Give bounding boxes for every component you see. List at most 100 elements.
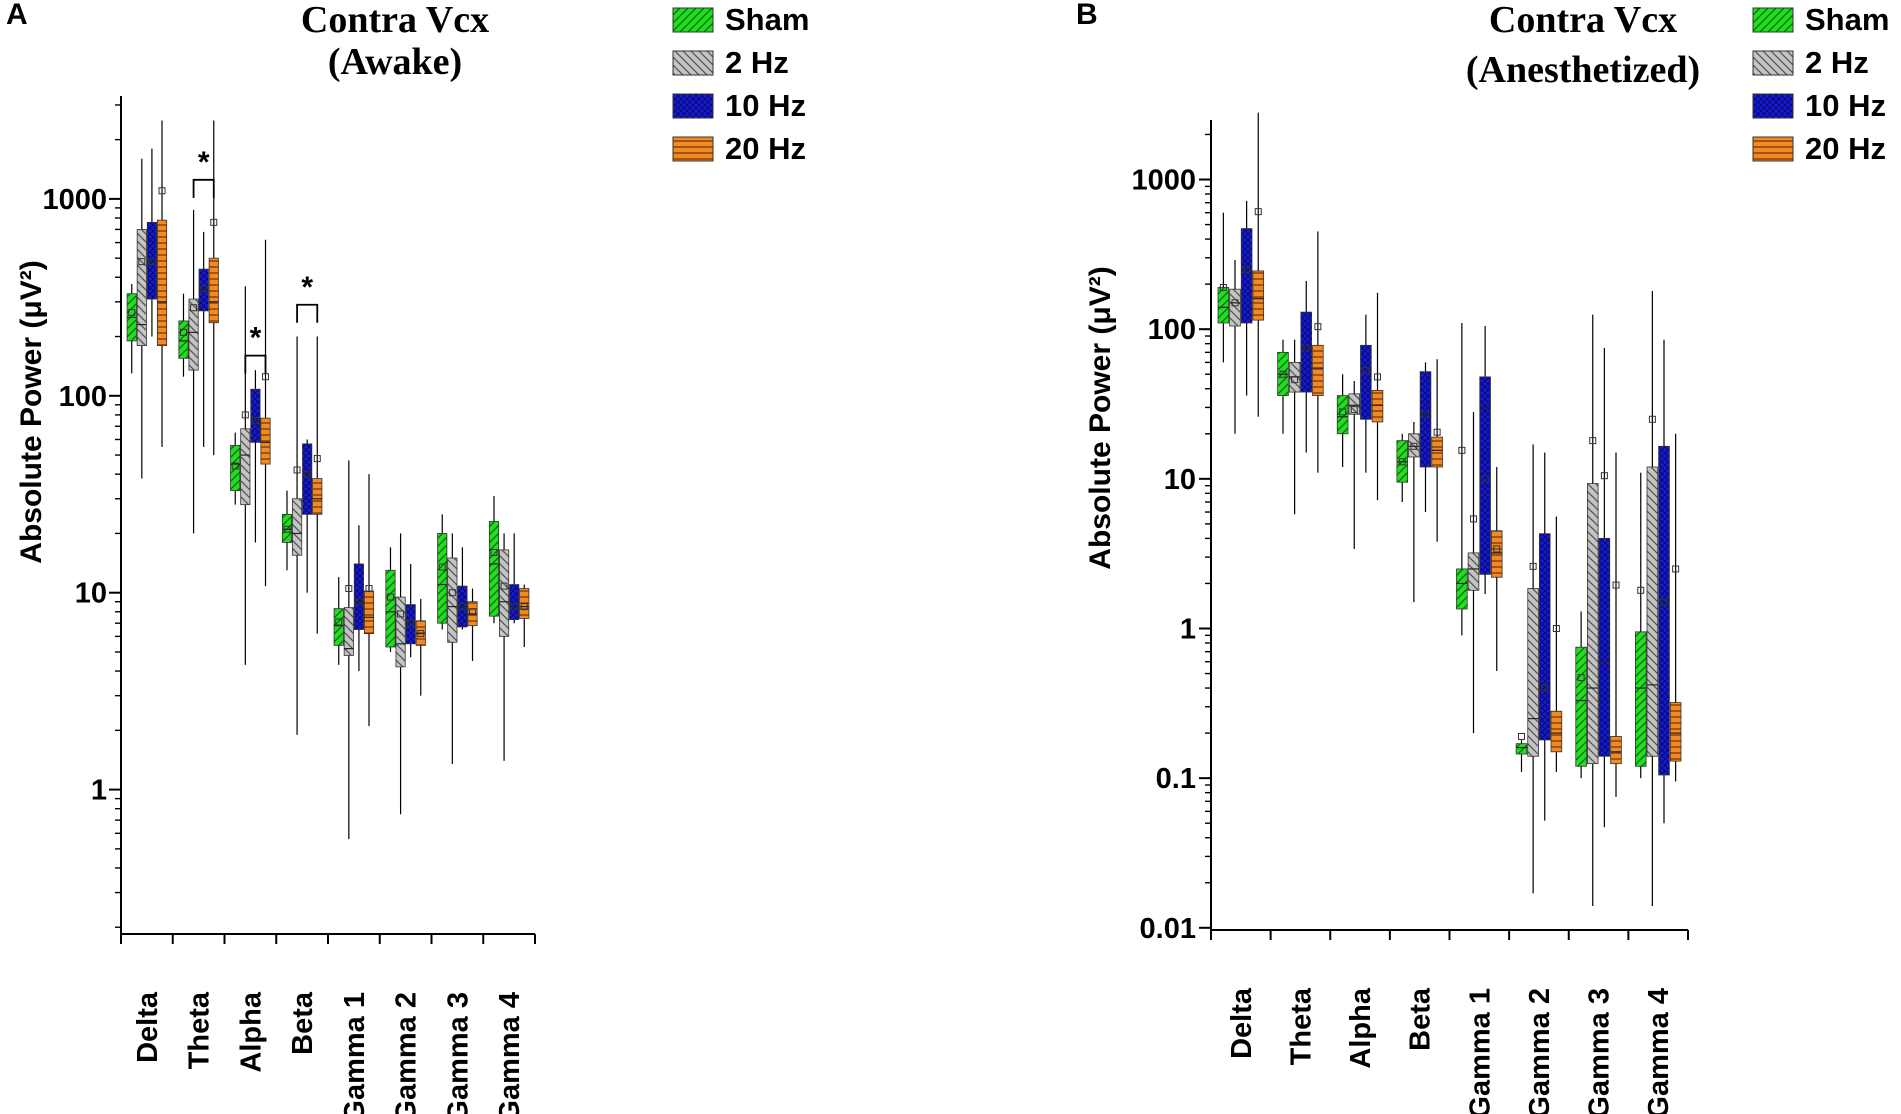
box-10-hz-gamma-3 <box>457 547 468 630</box>
box-mean <box>1637 586 1645 594</box>
box-mean <box>510 603 518 611</box>
box-20-hz-alpha <box>1371 292 1384 501</box>
box-mean <box>1493 545 1501 553</box>
box-iqr <box>1610 736 1622 765</box>
box-mean <box>1279 370 1287 378</box>
box-iqr <box>1586 483 1599 765</box>
legend-swatch <box>1752 93 1794 119</box>
box-10-hz-gamma-4 <box>1658 339 1670 824</box>
box-mean <box>293 466 301 474</box>
legend-label: 10 Hz <box>725 88 806 123</box>
box-mean <box>1302 344 1310 352</box>
x-category-gamma-3: Gamma 3 <box>442 992 474 1114</box>
box-mean <box>407 619 415 627</box>
box-2-hz-alpha <box>1348 381 1361 549</box>
box-20-hz-theta <box>208 120 219 456</box>
box-10-hz-beta <box>302 439 313 593</box>
box-mean <box>1243 266 1251 274</box>
box-20-hz-gamma-3 <box>1610 452 1622 797</box>
box-sham-gamma-2 <box>1515 732 1528 772</box>
box-iqr <box>1240 228 1253 324</box>
box-2-hz-delta <box>1229 259 1241 434</box>
legend-label: Sham <box>725 2 809 37</box>
y-tick-label: 1 <box>1180 613 1196 645</box>
legend-swatch <box>1752 136 1794 162</box>
legend: Sham 2 Hz 10 Hz 20 Hz <box>672 2 809 166</box>
legend-label: Sham <box>1805 2 1889 37</box>
box-iqr <box>1634 631 1647 767</box>
box-mean <box>490 549 498 557</box>
box-mean <box>1339 408 1347 416</box>
box-iqr <box>146 221 157 300</box>
box-mean <box>1552 624 1560 632</box>
box-mean <box>128 308 136 316</box>
x-category-gamma-2: Gamma 2 <box>1524 988 1556 1114</box>
box-sham-beta <box>1396 433 1409 503</box>
box-2-hz-theta <box>1288 339 1301 515</box>
box-mean <box>231 462 239 470</box>
box-mean <box>1672 565 1680 573</box>
box-20-hz-delta <box>156 120 168 447</box>
significance-star: * <box>301 271 313 304</box>
box-iqr <box>499 549 510 637</box>
box-mean <box>1577 674 1585 682</box>
x-category-alpha: Alpha <box>1345 987 1377 1068</box>
axes: 0.01 0.1 1 10 100 1000 Delta Theta Alpha Beta Gamm… <box>1131 120 1689 1114</box>
box-sham-theta <box>1277 339 1289 434</box>
chart-title-line-1: Contra Vcx <box>1489 0 1677 41</box>
y-tick-label: 1 <box>91 775 107 807</box>
legend-swatch <box>672 136 714 162</box>
box-mean <box>262 373 270 381</box>
x-category-gamma-3: Gamma 3 <box>1584 988 1616 1114</box>
y-tick-label: 100 <box>1148 314 1196 346</box>
box-iqr <box>230 444 241 492</box>
box-20-hz-delta <box>1252 112 1265 417</box>
box-iqr <box>343 607 354 656</box>
box-iqr <box>188 298 199 371</box>
box-mean <box>1433 428 1441 436</box>
x-category-gamma-2: Gamma 2 <box>391 992 423 1114</box>
box-mean <box>345 585 353 593</box>
box-iqr <box>312 478 323 515</box>
box-mean <box>397 610 405 618</box>
box-mean <box>313 455 321 463</box>
box-iqr <box>509 584 520 621</box>
box-sham-alpha <box>1336 374 1349 467</box>
box-mean <box>335 618 343 626</box>
box-sham-gamma-1 <box>1456 322 1468 636</box>
box-2-hz-gamma-2 <box>1527 444 1539 894</box>
legend-label: 20 Hz <box>725 131 806 166</box>
legend-swatch <box>1752 50 1794 76</box>
x-category-gamma-1: Gamma 1 <box>339 992 371 1114</box>
box-iqr <box>1467 552 1480 591</box>
box-iqr <box>1419 371 1432 468</box>
y-tick-label: 10 <box>1164 464 1196 496</box>
box-mean <box>210 218 218 226</box>
plot-area <box>1217 112 1682 906</box>
y-tick-label: 1000 <box>1131 165 1196 197</box>
box-iqr <box>353 563 364 630</box>
box-iqr <box>198 268 209 312</box>
box-mean <box>158 187 166 195</box>
box-2-hz-gamma-1 <box>1467 411 1480 734</box>
legend-item-2-hz: 2 Hz <box>1752 45 1869 80</box>
box-iqr <box>1360 344 1372 420</box>
box-2-hz-gamma-4 <box>1646 290 1659 906</box>
box-sham-delta <box>126 283 137 374</box>
box-sham-alpha <box>230 432 241 505</box>
box-mean <box>448 589 456 597</box>
box-iqr <box>1408 433 1420 458</box>
box-20-hz-gamma-1 <box>363 474 375 727</box>
box-2-hz-gamma-3 <box>447 533 458 764</box>
box-iqr <box>1312 344 1324 396</box>
box-mean <box>417 630 425 638</box>
box-20-hz-beta <box>1431 359 1443 542</box>
box-mean <box>469 608 477 616</box>
legend-swatch <box>672 93 714 119</box>
legend-item-10-hz: 10 Hz <box>672 88 806 123</box>
box-mean <box>1398 458 1406 466</box>
box-iqr <box>385 569 396 648</box>
box-20-hz-gamma-4 <box>519 584 530 647</box>
box-mean <box>148 258 156 266</box>
box-mean <box>1291 376 1299 384</box>
